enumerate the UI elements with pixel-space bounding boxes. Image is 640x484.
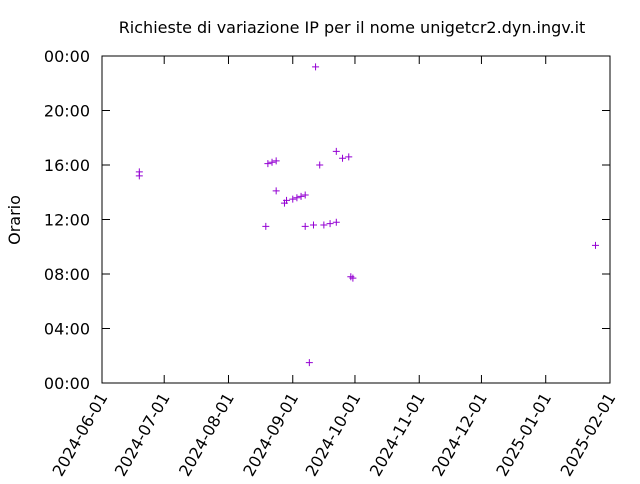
data-point	[301, 222, 309, 230]
x-tick-label: 2024-07-01	[111, 390, 174, 480]
data-point	[135, 172, 143, 180]
x-tick-label: 2025-01-01	[492, 390, 555, 480]
y-tick-label: 20:00	[44, 102, 90, 121]
data-point	[312, 63, 320, 71]
data-point	[309, 221, 317, 229]
y-tick-label: 04:00	[44, 320, 90, 339]
x-tick-label: 2025-02-01	[557, 390, 620, 480]
y-tick-label: 00:00	[44, 47, 90, 66]
x-tick-label: 2024-11-01	[366, 390, 429, 480]
data-point	[326, 220, 334, 228]
data-point	[297, 192, 305, 200]
data-point	[272, 187, 280, 195]
data-point	[305, 359, 313, 367]
plot-frame	[101, 55, 611, 384]
data-point	[339, 154, 347, 162]
x-tick-label: 2024-10-01	[301, 390, 364, 480]
data-point	[293, 194, 301, 202]
data-point	[332, 218, 340, 226]
data-point	[320, 221, 328, 229]
data-point	[262, 222, 270, 230]
data-point	[301, 191, 309, 199]
data-point	[289, 195, 297, 203]
x-tick-label: 2024-08-01	[175, 390, 238, 480]
x-tick-label: 2024-06-01	[49, 390, 112, 480]
data-point	[264, 160, 272, 168]
x-tick-label: 2024-09-01	[239, 390, 302, 480]
data-point	[332, 147, 340, 155]
data-point	[268, 158, 276, 166]
chart-title: Richieste di variazione IP per il nome u…	[119, 18, 586, 37]
x-tick-label: 2024-12-01	[428, 390, 491, 480]
y-tick-label: 00:00	[44, 374, 90, 393]
data-point	[272, 157, 280, 165]
data-point	[591, 241, 599, 249]
data-point	[349, 274, 357, 282]
y-tick-label: 08:00	[44, 265, 90, 284]
data-point	[345, 153, 353, 161]
data-point	[316, 161, 324, 169]
data-point	[283, 196, 291, 204]
y-axis-title: Orario	[5, 195, 24, 245]
y-tick-label: 12:00	[44, 211, 90, 230]
y-tick-label: 16:00	[44, 156, 90, 175]
